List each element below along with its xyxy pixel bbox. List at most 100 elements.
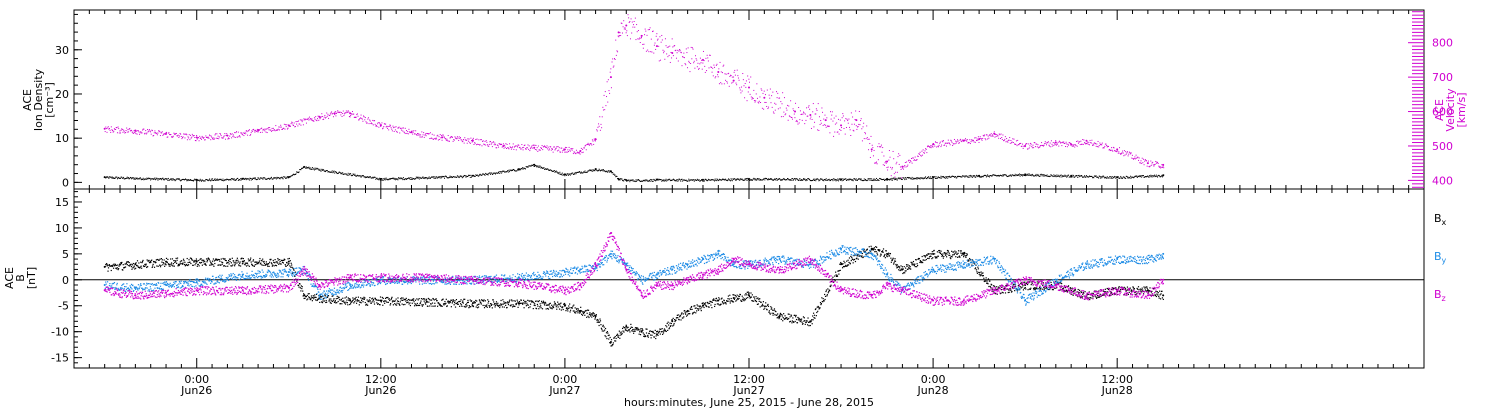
data-dot [687, 180, 689, 182]
data-dot [555, 148, 557, 150]
data-dot [629, 20, 631, 22]
data-dot [108, 127, 110, 129]
data-dot [587, 171, 588, 173]
data-dot [189, 179, 191, 181]
data-dot [266, 263, 268, 265]
data-dot [274, 130, 276, 132]
data-dot [449, 301, 452, 303]
data-dot [382, 179, 384, 181]
data-dot [1148, 166, 1150, 168]
data-dot [699, 180, 701, 182]
data-dot [835, 115, 837, 117]
data-dot [932, 146, 934, 148]
data-dot [1091, 175, 1093, 177]
data-dot [1101, 177, 1103, 179]
data-dot [216, 258, 218, 260]
data-dot [314, 167, 316, 169]
data-dot [1069, 176, 1071, 178]
data-dot [363, 115, 365, 117]
data-dot [728, 85, 730, 87]
data-dot [399, 177, 401, 179]
data-dot [489, 305, 491, 307]
data-dot [931, 176, 933, 178]
data-dot [642, 43, 644, 45]
data-dot [182, 178, 184, 180]
data-dot [1075, 144, 1077, 146]
data-dot [197, 137, 199, 139]
data-dot [284, 258, 286, 261]
data-dot [216, 259, 219, 261]
data-dot [1050, 174, 1052, 176]
data-dot [560, 147, 562, 149]
data-dot [506, 306, 508, 309]
data-dot [225, 179, 227, 181]
data-dot [982, 134, 984, 136]
data-dot [1116, 149, 1118, 151]
data-dot [1076, 140, 1078, 142]
data-dot [847, 122, 849, 124]
data-dot [924, 150, 926, 152]
data-dot [394, 303, 396, 305]
data-dot [240, 179, 242, 181]
data-dot [613, 173, 615, 175]
data-dot [424, 302, 426, 304]
data-dot [224, 133, 226, 135]
data-dot [246, 131, 248, 133]
data-dot [518, 304, 520, 306]
data-dot [1056, 174, 1058, 176]
data-dot [637, 179, 639, 181]
data-dot [1059, 176, 1061, 178]
data-dot [572, 173, 574, 175]
data-dot [300, 124, 302, 126]
data-dot [758, 102, 760, 104]
data-dot [783, 97, 785, 99]
data-dot [1006, 175, 1008, 177]
data-dot [226, 133, 228, 135]
data-dot [1068, 176, 1070, 178]
data-dot [546, 145, 548, 147]
data-dot [852, 180, 854, 182]
data-dot [288, 177, 290, 179]
data-dot [472, 305, 475, 308]
data-dot [780, 101, 782, 103]
data-dot [824, 114, 826, 116]
data-dot [212, 180, 214, 182]
data-dot [569, 150, 571, 152]
data-dot [385, 123, 387, 125]
data-dot [1076, 145, 1078, 147]
data-dot [763, 108, 765, 110]
data-dot [814, 179, 816, 181]
data-dot [372, 297, 374, 299]
data-dot [518, 144, 520, 146]
data-dot [958, 176, 960, 178]
data-dot [574, 173, 576, 175]
data-dot [719, 61, 721, 63]
data-dot [1066, 175, 1068, 177]
data-dot [903, 168, 905, 170]
data-dot [552, 170, 554, 172]
data-dot [608, 90, 610, 92]
data-dot [391, 128, 393, 130]
data-dot [517, 169, 519, 171]
data-dot [977, 139, 979, 141]
data-dot [806, 115, 808, 117]
data-dot [248, 129, 250, 131]
data-dot [288, 125, 290, 127]
data-dot [753, 100, 755, 102]
data-dot [656, 179, 658, 181]
data-dot [825, 179, 827, 181]
data-dot [578, 171, 580, 173]
data-dot [262, 264, 264, 267]
data-dot [1082, 176, 1084, 178]
data-dot [422, 298, 424, 300]
data-dot [290, 123, 292, 125]
data-dot [175, 178, 177, 180]
data-dot [331, 113, 333, 115]
data-dot [344, 303, 347, 305]
data-dot [745, 86, 747, 88]
data-dot [879, 146, 881, 148]
data-dot [484, 140, 486, 142]
data-dot [825, 178, 827, 180]
data-dot [464, 175, 466, 177]
data-dot [258, 177, 260, 179]
